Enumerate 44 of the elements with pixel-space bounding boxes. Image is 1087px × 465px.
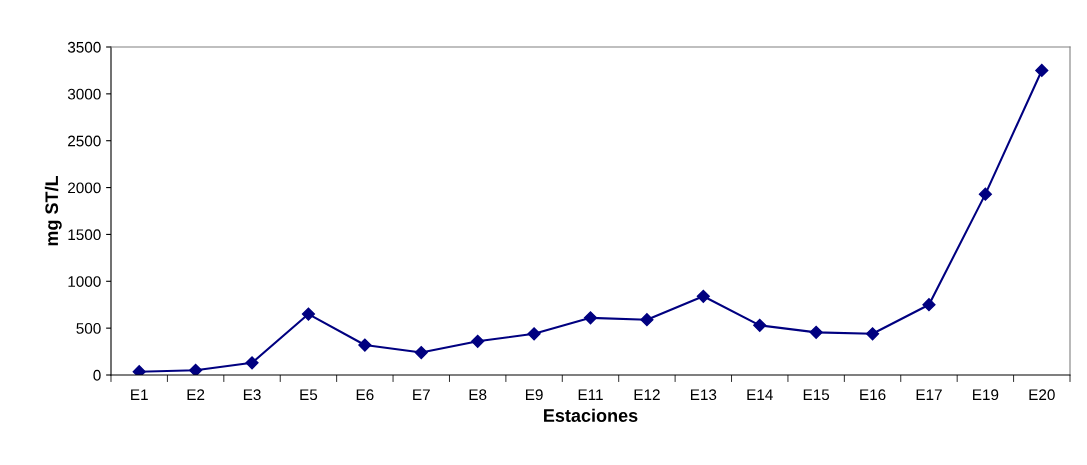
- point: [358, 338, 372, 352]
- x-tick-label: E2: [187, 389, 205, 400]
- point: [132, 365, 146, 375]
- point: [245, 356, 259, 370]
- point: [414, 345, 428, 360]
- y-tick-label: 2000: [68, 182, 101, 194]
- x-tick-label: E15: [803, 389, 830, 401]
- point: [189, 363, 203, 375]
- x-tick-label: E19: [973, 389, 999, 401]
- point: [978, 187, 992, 201]
- y-tick-label: 3000: [67, 88, 101, 100]
- point: [865, 327, 880, 341]
- x-tick-label: E17: [916, 389, 942, 400]
- point: [1035, 63, 1049, 78]
- point: [527, 327, 541, 341]
- x-tick-label: E5: [300, 389, 318, 401]
- point: [922, 298, 936, 312]
- x-tick-label: E6: [356, 389, 374, 401]
- x-tick-label: E20: [1029, 389, 1055, 401]
- x-tick-label: E1: [131, 389, 148, 400]
- point: [640, 313, 654, 327]
- x-tick-label: E3: [243, 389, 261, 401]
- y-tick-label: 2500: [68, 135, 101, 147]
- y-tick-label: 3500: [67, 41, 101, 53]
- x-tick-label: E13: [690, 389, 717, 401]
- y-tick-label: 1500: [68, 229, 101, 241]
- x-axis-title: Estaciones: [544, 408, 638, 422]
- point: [471, 334, 485, 348]
- x-tick-label: E7: [413, 389, 430, 400]
- x-tick-label: E12: [634, 389, 660, 400]
- point: [696, 289, 710, 303]
- x-tick-label: E14: [747, 389, 773, 400]
- point: [301, 307, 316, 321]
- point: [583, 311, 598, 325]
- y-tick-label: 0: [93, 369, 101, 381]
- y-tick-label: 500: [76, 323, 101, 334]
- x-tick-label: E9: [526, 389, 543, 401]
- y-axis-title: mg ST/L: [44, 175, 62, 246]
- point: [753, 318, 767, 332]
- x-tick-label: E11: [578, 389, 603, 400]
- y-tick-label: 1000: [68, 276, 101, 287]
- point: [809, 325, 823, 339]
- x-tick-label: E8: [469, 389, 487, 401]
- x-tick-label: E16: [860, 389, 886, 401]
